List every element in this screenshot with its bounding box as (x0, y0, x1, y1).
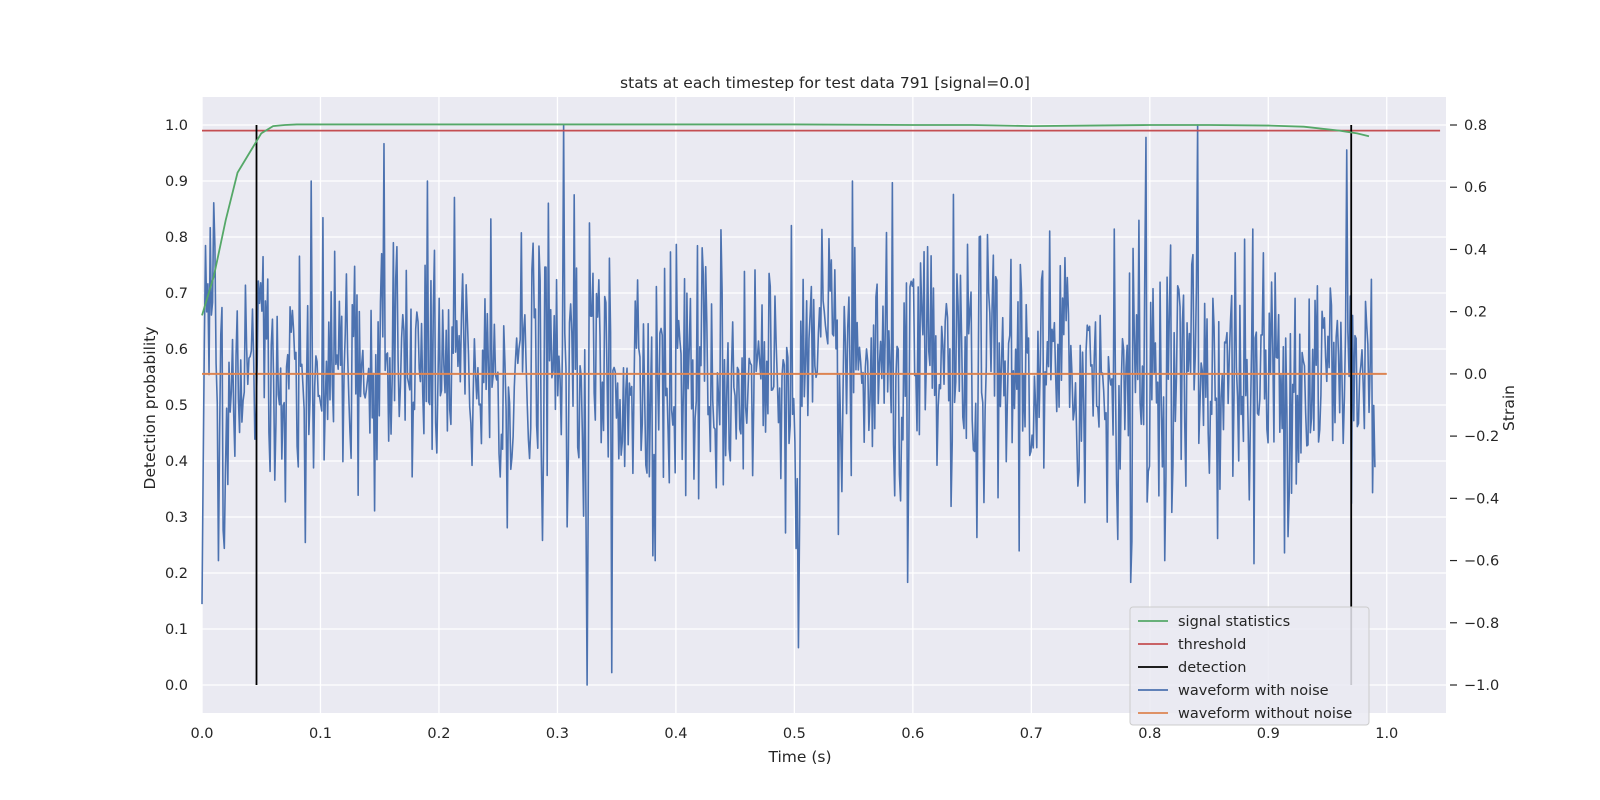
x-tick-label: 0.0 (190, 726, 213, 742)
legend-label: waveform without noise (1178, 706, 1352, 722)
right-y-tick-label: −0.4 (1464, 491, 1499, 507)
left-y-tick-label: 0.3 (165, 510, 188, 526)
left-y-tick-label: 0.8 (165, 230, 188, 246)
right-y-axis-label: Strain (1500, 385, 1518, 431)
right-y-tick-label: −0.6 (1464, 554, 1499, 570)
right-y-axis: −1.0 −0.8 −0.6 −0.4 −0.2 0.0 0.2 0.4 0.6 0.8 (1450, 118, 1499, 694)
right-y-tick-label: 0.4 (1464, 242, 1487, 258)
left-y-axis: 0.0 0.1 0.2 0.3 0.4 0.5 0.6 0.7 0.8 0.9 1.0 (165, 118, 188, 694)
x-tick-label: 0.2 (427, 726, 450, 742)
x-tick-label: 0.9 (1257, 726, 1280, 742)
x-tick-label: 0.7 (1020, 726, 1043, 742)
left-y-tick-label: 0.0 (165, 678, 188, 694)
x-tick-label: 0.4 (664, 726, 687, 742)
legend-label: detection (1178, 660, 1246, 676)
right-y-tick-label: −0.2 (1464, 429, 1499, 445)
right-y-tick-label: 0.8 (1464, 118, 1487, 134)
chart-title: stats at each timestep for test data 791… (620, 74, 1030, 92)
left-y-tick-label: 1.0 (165, 118, 188, 134)
legend-label: signal statistics (1178, 614, 1290, 630)
legend-label: waveform with noise (1178, 683, 1329, 699)
series-waveform-with-noise (201, 124, 1376, 686)
x-tick-label: 0.5 (783, 726, 806, 742)
x-tick-label: 0.1 (309, 726, 332, 742)
left-y-tick-label: 0.1 (165, 622, 188, 638)
left-y-axis-label: Detection probability (141, 327, 159, 490)
right-y-tick-label: −0.8 (1464, 616, 1499, 632)
left-y-tick-label: 0.9 (165, 174, 188, 190)
legend-box (1129, 606, 1370, 726)
right-y-tick-label: 0.2 (1464, 305, 1487, 321)
x-tick-label: 1.0 (1375, 726, 1398, 742)
series-layer (201, 123, 1441, 686)
left-y-tick-label: 0.6 (165, 342, 188, 358)
left-y-tick-label: 0.5 (165, 398, 188, 414)
x-axis-label: Time (s) (767, 748, 831, 766)
left-y-tick-label: 0.4 (165, 454, 188, 470)
left-y-tick-label: 0.7 (165, 286, 188, 302)
right-y-tick-label: −1.0 (1464, 678, 1499, 694)
series-signal-statistics (201, 123, 1370, 316)
x-tick-label: 0.3 (546, 726, 569, 742)
right-y-tick-label: 0.6 (1464, 180, 1487, 196)
x-axis: 0.0 0.1 0.2 0.3 0.4 0.5 0.6 0.7 0.8 0.9 1.0 (190, 726, 1398, 742)
legend: signal statistics threshold detection wavef… (1129, 606, 1370, 726)
x-tick-label: 0.8 (1138, 726, 1161, 742)
x-tick-label: 0.6 (901, 726, 924, 742)
right-y-tick-label: 0.0 (1464, 367, 1487, 383)
legend-label: threshold (1178, 637, 1246, 653)
left-y-tick-label: 0.2 (165, 566, 188, 582)
